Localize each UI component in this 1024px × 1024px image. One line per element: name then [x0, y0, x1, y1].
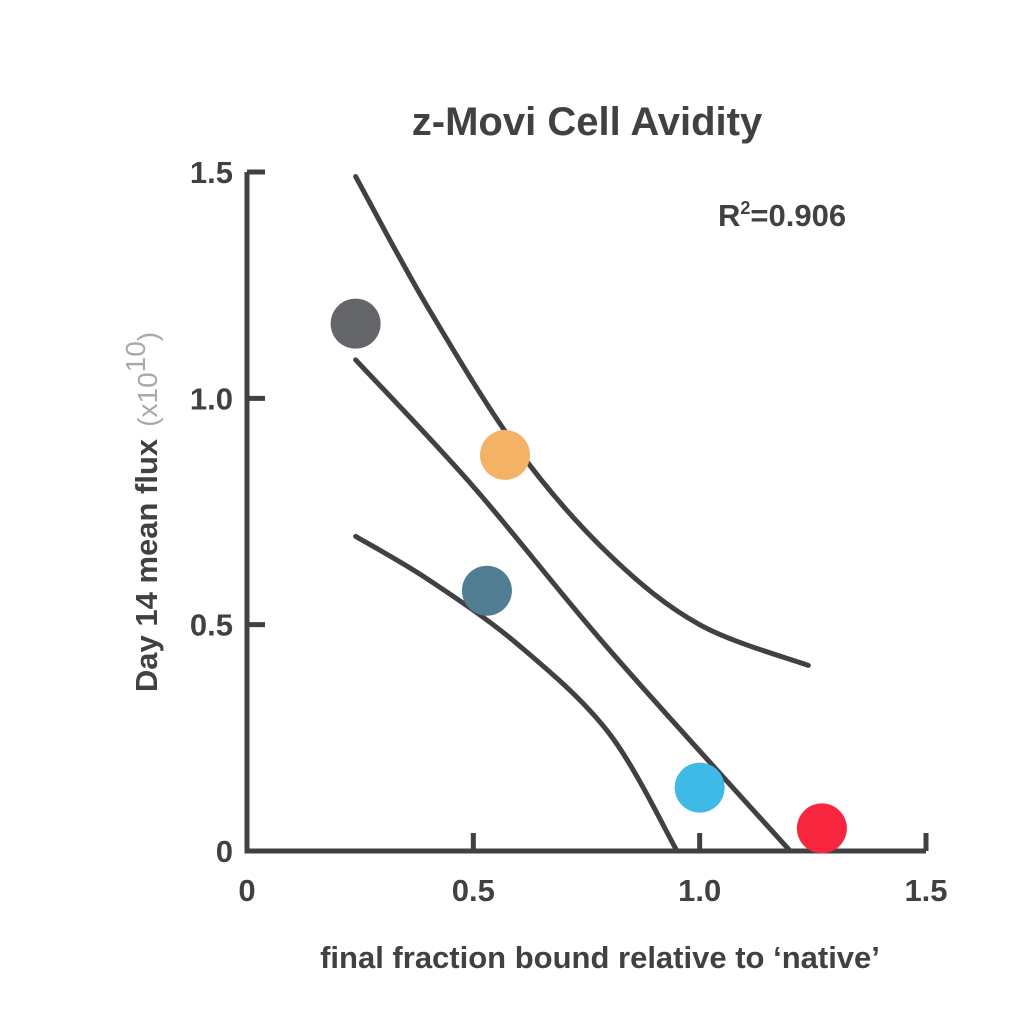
r-squared-prefix: R [718, 198, 740, 233]
y-axis-label-text: Day 14 mean flux [129, 438, 164, 692]
fit-line-upper-band [353, 174, 811, 668]
data-point-2 [480, 429, 531, 480]
x-tick-label: 0 [238, 873, 255, 908]
data-points [330, 298, 847, 854]
chart-title: z-Movi Cell Avidity [412, 100, 763, 144]
x-tick-label: 0.5 [452, 873, 495, 908]
axes: 0 0.5 1.0 1.5 0 0.5 1.0 1.5 [190, 155, 948, 908]
y-axis-unit-suffix: ) [132, 332, 163, 341]
svg-text:Day 14 mean flux (x1010): Day 14 mean flux (x1010) [120, 332, 164, 692]
r-squared-annotation: R2=0.906 [718, 198, 846, 233]
y-tick-label: 0 [216, 834, 233, 869]
axis-lines [244, 172, 926, 854]
data-point-4 [674, 762, 725, 813]
data-point-3 [461, 565, 512, 616]
x-tick-label: 1.0 [678, 873, 721, 908]
y-tick-label: 0.5 [190, 608, 233, 643]
y-axis-unit-exponent: 10 [120, 341, 151, 372]
x-axis-label: final fraction bound relative to ‘native… [320, 940, 880, 975]
y-tick-label: 1.5 [190, 155, 233, 190]
fit-line-lower-band [353, 533, 680, 854]
r-squared-exponent: 2 [740, 198, 750, 218]
y-axis-unit-prefix: (x10 [132, 372, 163, 426]
data-point-1 [330, 298, 381, 349]
r-squared-value: =0.906 [750, 198, 846, 233]
y-axis-label: Day 14 mean flux (x1010) [120, 332, 164, 692]
fit-line-fit [353, 357, 793, 854]
x-tick-label: 1.5 [904, 873, 947, 908]
fit-lines [353, 174, 811, 854]
data-point-5 [796, 803, 847, 854]
y-tick-label: 1.0 [190, 381, 233, 416]
